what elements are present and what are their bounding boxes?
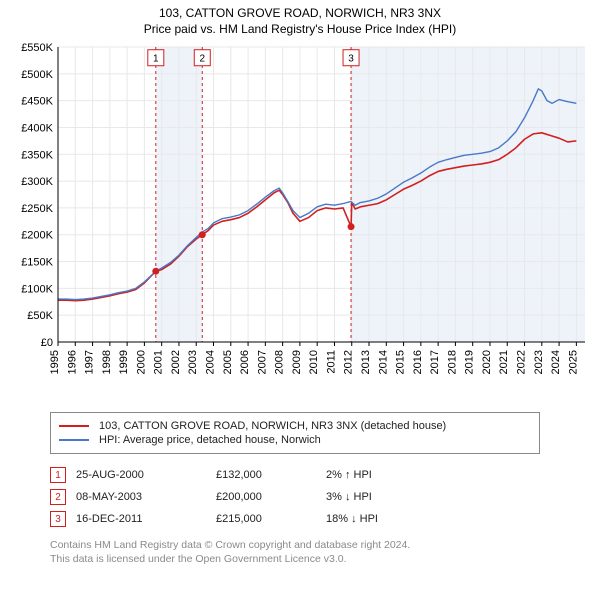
event-row: 3 16-DEC-2011 £215,000 18% ↓ HPI	[50, 508, 590, 530]
legend-swatch-property	[59, 425, 89, 427]
svg-text:2001: 2001	[153, 350, 165, 374]
svg-text:2014: 2014	[377, 350, 389, 374]
svg-text:£100K: £100K	[21, 283, 53, 295]
svg-text:2024: 2024	[550, 350, 562, 374]
svg-text:£50K: £50K	[27, 310, 53, 322]
legend-row: 103, CATTON GROVE ROAD, NORWICH, NR3 3NX…	[59, 419, 531, 433]
svg-text:2002: 2002	[170, 350, 182, 374]
event-row: 1 25-AUG-2000 £132,000 2% ↑ HPI	[50, 464, 590, 486]
svg-text:2010: 2010	[308, 350, 320, 374]
svg-text:2008: 2008	[274, 350, 286, 374]
event-diff: 18% ↓ HPI	[326, 513, 466, 525]
title-line1: 103, CATTON GROVE ROAD, NORWICH, NR3 3NX	[10, 6, 590, 20]
svg-text:2005: 2005	[222, 350, 234, 374]
svg-text:2013: 2013	[360, 350, 372, 374]
svg-text:£0: £0	[41, 337, 53, 349]
svg-text:1995: 1995	[49, 350, 61, 374]
svg-text:2011: 2011	[325, 350, 337, 374]
svg-text:2016: 2016	[412, 350, 424, 374]
event-marker-3: 3	[50, 511, 66, 527]
footer: Contains HM Land Registry data © Crown c…	[50, 538, 570, 566]
chart: 1 2 3 £0 £50K £100K £150K £200K £250K £300K £350K £…	[10, 42, 590, 402]
legend-label-property: 103, CATTON GROVE ROAD, NORWICH, NR3 3NX…	[99, 420, 446, 432]
svg-text:£150K: £150K	[21, 257, 53, 269]
svg-text:2004: 2004	[205, 350, 217, 374]
svg-text:2: 2	[199, 54, 205, 65]
footer-line1: Contains HM Land Registry data © Crown c…	[50, 538, 570, 552]
event-price: £215,000	[216, 513, 326, 525]
chart-title-block: 103, CATTON GROVE ROAD, NORWICH, NR3 3NX…	[10, 6, 590, 36]
svg-text:2007: 2007	[256, 350, 268, 374]
svg-text:2017: 2017	[429, 350, 441, 374]
svg-text:2022: 2022	[516, 350, 528, 374]
svg-text:1996: 1996	[66, 350, 78, 374]
event-date: 16-DEC-2011	[76, 513, 216, 525]
svg-text:1999: 1999	[118, 350, 130, 374]
event-marker-1: 1	[50, 467, 66, 483]
svg-text:£450K: £450K	[21, 96, 53, 108]
footer-line2: This data is licensed under the Open Gov…	[50, 552, 570, 566]
svg-text:2006: 2006	[239, 350, 251, 374]
event-date: 08-MAY-2003	[76, 491, 216, 503]
svg-text:2018: 2018	[446, 350, 458, 374]
svg-text:£200K: £200K	[21, 230, 53, 242]
svg-text:£550K: £550K	[21, 42, 53, 54]
title-line2: Price paid vs. HM Land Registry's House …	[10, 22, 590, 36]
svg-text:2000: 2000	[135, 350, 147, 374]
svg-text:1998: 1998	[101, 350, 113, 374]
svg-text:£350K: £350K	[21, 149, 53, 161]
event-price: £132,000	[216, 469, 326, 481]
event-date: 25-AUG-2000	[76, 469, 216, 481]
event-price: £200,000	[216, 491, 326, 503]
svg-text:2012: 2012	[343, 350, 355, 374]
svg-text:1: 1	[153, 54, 159, 65]
svg-text:2015: 2015	[395, 350, 407, 374]
svg-text:£500K: £500K	[21, 69, 53, 81]
legend: 103, CATTON GROVE ROAD, NORWICH, NR3 3NX…	[50, 412, 540, 454]
svg-text:2021: 2021	[498, 350, 510, 374]
svg-text:3: 3	[348, 54, 354, 65]
svg-text:£400K: £400K	[21, 122, 53, 134]
event-marker-2: 2	[50, 489, 66, 505]
svg-text:2019: 2019	[464, 350, 476, 374]
svg-text:2023: 2023	[533, 350, 545, 374]
svg-text:£300K: £300K	[21, 176, 53, 188]
event-row: 2 08-MAY-2003 £200,000 3% ↓ HPI	[50, 486, 590, 508]
legend-row: HPI: Average price, detached house, Norw…	[59, 433, 531, 447]
sale-events: 1 25-AUG-2000 £132,000 2% ↑ HPI 2 08-MAY…	[50, 464, 590, 530]
svg-text:1997: 1997	[84, 350, 96, 374]
chart-svg: 1 2 3 £0 £50K £100K £150K £200K £250K £300K £350K £…	[10, 42, 590, 402]
svg-text:£250K: £250K	[21, 203, 53, 215]
legend-swatch-hpi	[59, 439, 89, 441]
svg-text:2009: 2009	[291, 350, 303, 374]
legend-label-hpi: HPI: Average price, detached house, Norw…	[99, 434, 321, 446]
svg-text:2020: 2020	[481, 350, 493, 374]
event-diff: 2% ↑ HPI	[326, 469, 466, 481]
svg-text:2025: 2025	[567, 350, 579, 374]
svg-text:2003: 2003	[187, 350, 199, 374]
event-diff: 3% ↓ HPI	[326, 491, 466, 503]
